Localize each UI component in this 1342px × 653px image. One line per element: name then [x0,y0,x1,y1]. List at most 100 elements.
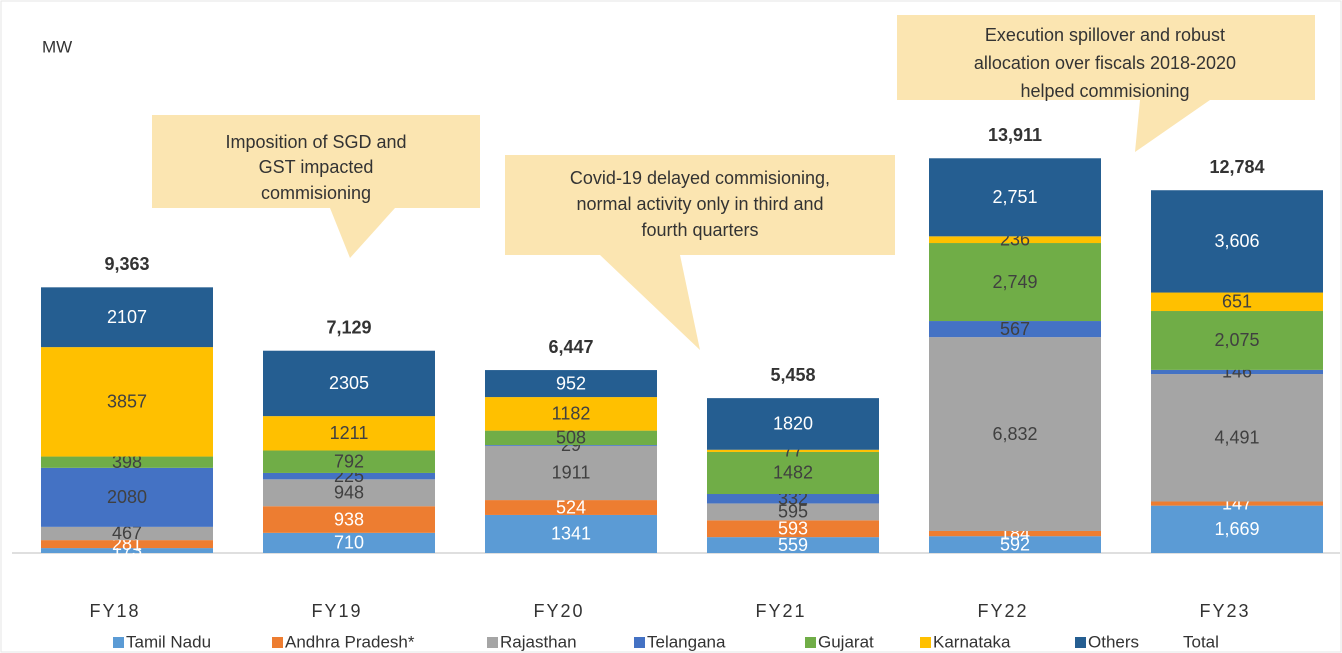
bar-segment [41,467,213,527]
bar-segment [1151,505,1323,553]
value-label: 2,749 [992,272,1037,292]
bar-segment [1151,369,1323,375]
x-tick-label: FY20 [533,601,584,621]
annotation-text: normal activity only in third and [576,194,823,214]
bar-segment [1151,311,1323,370]
total-label: 9,363 [104,254,149,274]
bar-segment [929,321,1101,338]
bar-segment [263,450,435,473]
bar-segment [41,540,213,549]
total-label: 7,129 [326,317,371,337]
bar-segment [707,449,879,452]
value-label: 6,832 [992,424,1037,444]
value-label: 567 [1000,319,1030,339]
legend-label: Karnataka [933,632,1011,651]
value-label: 524 [556,497,586,517]
bar-segment [929,536,1101,553]
legend-marker [920,637,931,648]
bar-segment [41,548,213,553]
legend-marker [487,637,498,648]
total-label: 6,447 [548,337,593,357]
value-label: 2,751 [992,187,1037,207]
x-tick-label: FY23 [1199,601,1250,621]
annotation-text: fourth quarters [641,220,758,240]
bar-segment [707,537,879,553]
bar-segment [707,451,879,495]
bar-segment [707,494,879,504]
bar-segment [41,347,213,457]
bar-segment [485,500,657,515]
value-label: 593 [778,518,808,538]
value-label: 792 [334,451,364,471]
bar-segment [1151,292,1323,312]
value-label: 1911 [552,463,591,483]
value-label: 651 [1222,292,1252,312]
bar-segment [263,350,435,417]
x-tick-label: FY22 [977,601,1028,621]
bar-segment [1151,374,1323,502]
total-label: 5,458 [770,365,815,385]
bar-segment [263,472,435,480]
callout [897,15,1315,152]
bar-segment [929,530,1101,537]
legend-marker [272,637,283,648]
value-label: 398 [112,452,142,472]
bar-segment [929,236,1101,244]
legend-label: Tamil Nadu [126,632,211,651]
bar-segment [485,430,657,446]
bar-segment [485,445,657,501]
annotation-text: GST impacted [259,157,374,177]
bar-segment [263,479,435,507]
value-label: 1182 [552,404,591,424]
value-label: 3,606 [1214,231,1259,251]
value-label: 2,075 [1214,330,1259,350]
bar-segment [929,243,1101,322]
value-label: 938 [334,509,364,529]
bar-segment [263,506,435,533]
bar-segment [1151,190,1323,293]
bar-segment [929,337,1101,531]
total-label: 13,911 [988,125,1042,145]
value-label: 1211 [330,423,369,443]
value-label: 1,669 [1214,519,1259,539]
value-label: 2305 [329,373,369,393]
value-label: 508 [556,428,586,448]
legend-marker [113,637,124,648]
value-label: 952 [556,373,586,393]
legend-label: Andhra Pradesh* [285,632,415,651]
annotation-text: helped commisioning [1020,81,1189,101]
value-label: 3857 [107,392,147,412]
callout [152,115,480,258]
value-label: 467 [112,523,142,543]
x-tick-label: FY21 [755,601,806,621]
bar-segment [263,532,435,553]
annotation-text: Imposition of SGD and [225,132,406,152]
annotation-text: allocation over fiscals 2018-2020 [974,53,1236,73]
x-tick-label: FY19 [311,601,362,621]
bar-segment [263,416,435,451]
bar-segment [707,503,879,521]
bar-segment [41,526,213,541]
value-label: 1820 [773,414,813,434]
value-label: 710 [334,533,364,553]
total-label: 12,784 [1209,157,1264,177]
y-axis-label: MW [42,37,72,56]
legend-label: Rajasthan [500,632,577,651]
bar-segment [707,398,879,450]
value-label: 2107 [107,307,147,327]
value-label: 559 [778,535,808,555]
legend-label: Total [1183,632,1219,651]
legend-label: Gujarat [818,632,874,651]
x-tick-label: FY18 [89,601,140,621]
value-label: 2080 [107,487,147,507]
bar-segment [1151,501,1323,506]
value-label: 595 [778,502,808,522]
legend-marker [805,637,816,648]
legend-marker [634,637,645,648]
legend-label: Telangana [647,632,726,651]
annotation-text: commisioning [261,183,371,203]
legend-label: Others [1088,632,1139,651]
value-label: 4,491 [1214,428,1259,448]
